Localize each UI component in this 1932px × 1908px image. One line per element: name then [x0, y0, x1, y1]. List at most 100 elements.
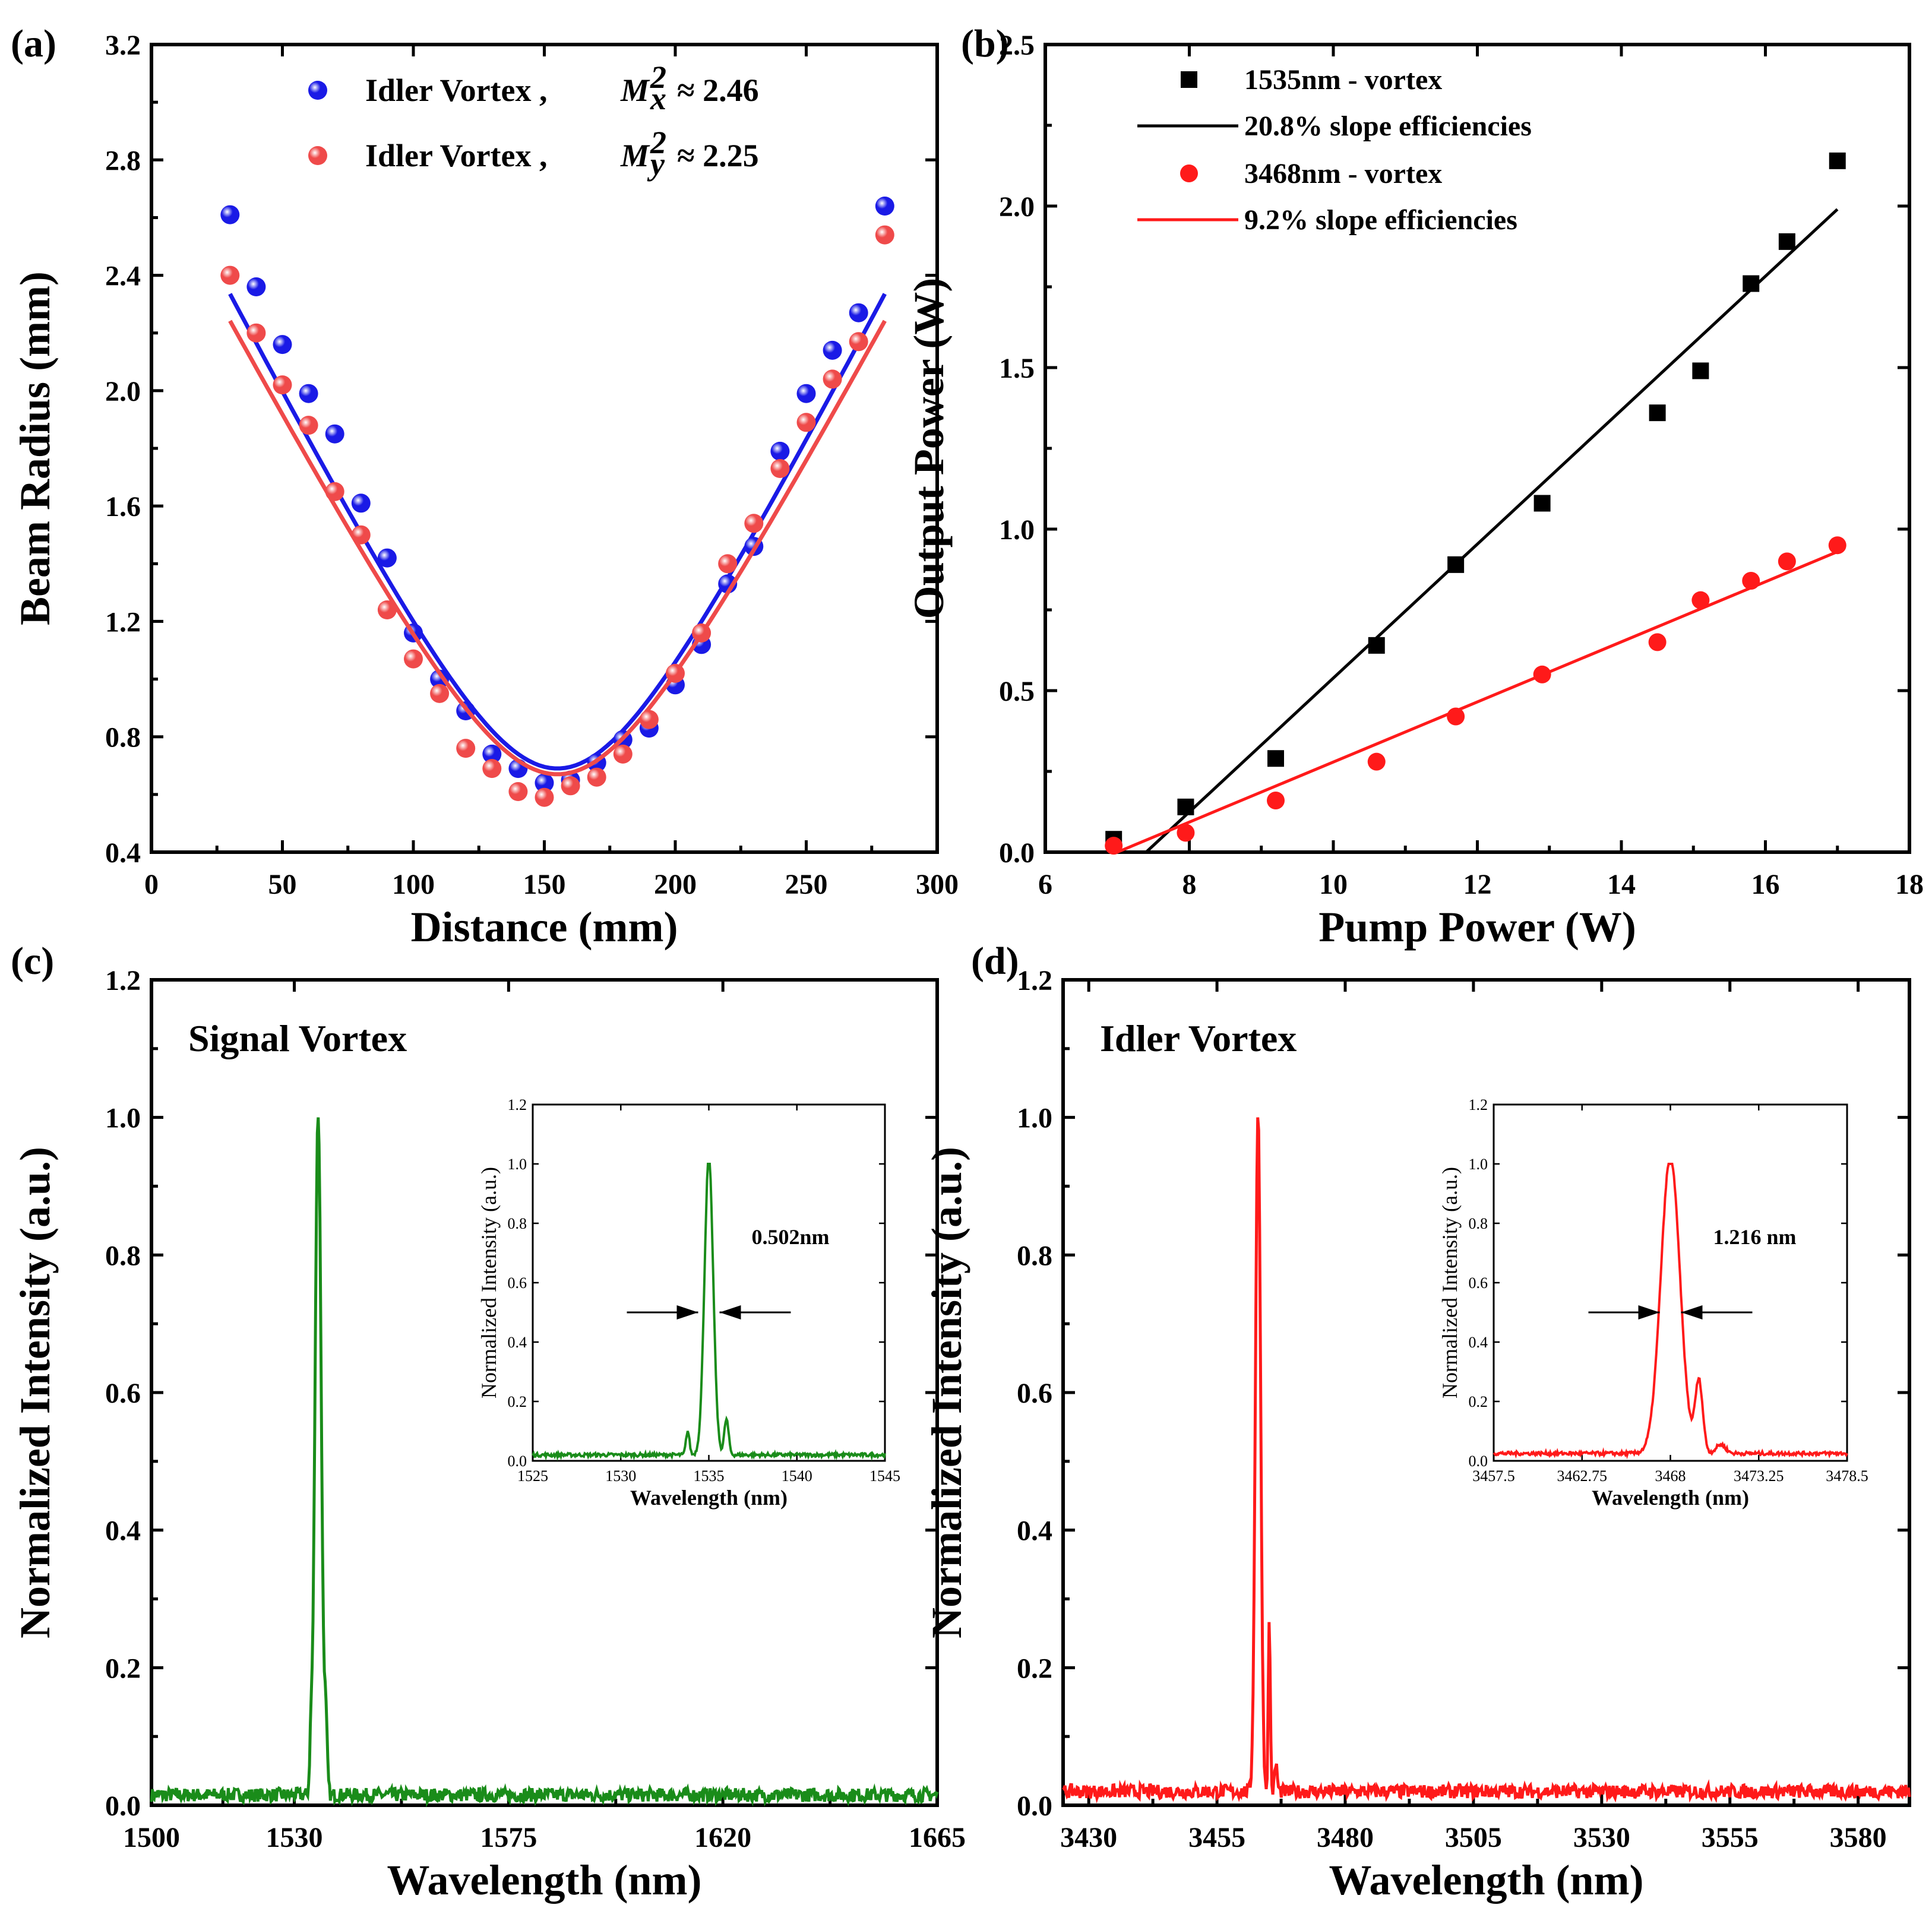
y-tick-label: 2.0 [999, 191, 1035, 223]
x-axis-label: Wavelength (nm) [630, 1486, 788, 1510]
x-tick-label: 3478.5 [1826, 1467, 1868, 1485]
data-point [587, 767, 606, 787]
y-tick-label: 0.4 [105, 837, 141, 869]
panel-c: (c) 1500 1530 1575 1620 1665 0.0 0.2 0.4 0.6 0.8 1.… [11, 939, 966, 1904]
y-tick-label: 1.2 [1017, 965, 1052, 996]
data-point [770, 459, 790, 478]
inset-frame [1493, 1103, 1848, 1462]
data-point [404, 649, 423, 669]
x-tick-label: 100 [392, 869, 435, 900]
data-point [299, 384, 318, 403]
x-tick-label: 10 [1319, 869, 1348, 900]
y-tick-label: 0.8 [1017, 1240, 1052, 1271]
x-tick-label: 16 [1751, 869, 1780, 900]
panel-annotation: Signal Vortex [188, 1017, 407, 1059]
legend-label: 1535nm - vortex [1244, 64, 1442, 96]
y-tick-label: 0.0 [999, 837, 1035, 869]
y-tick-label: 2.4 [105, 261, 141, 292]
x-tick-label: 1535 [694, 1467, 725, 1485]
y-tick-label: 0.0 [508, 1453, 527, 1470]
y-tick-label: 1.2 [105, 965, 141, 996]
x-tick-label: 1530 [266, 1822, 323, 1853]
x-tick-label: 3457.5 [1472, 1467, 1515, 1485]
panel-label: (c) [11, 939, 54, 983]
y-tick-label: 1.2 [1469, 1096, 1488, 1113]
panel-annotation: Idler Vortex [1100, 1017, 1297, 1059]
x-tick-label: 14 [1607, 869, 1636, 900]
data-point [535, 787, 554, 807]
legend-label: Idler Vortex , [365, 72, 548, 108]
inset-frame [532, 1103, 886, 1462]
data-point [246, 323, 266, 343]
y-tick-label: 0.8 [508, 1215, 527, 1232]
fit-curve [228, 319, 887, 777]
fwhm-arrowhead-left [676, 1305, 698, 1320]
fwhm-label: 0.502nm [752, 1225, 830, 1249]
fit-line [1117, 550, 1838, 854]
data-point [1533, 495, 1551, 512]
data-point [430, 669, 450, 689]
legend-marker [308, 81, 327, 100]
y-tick-label: 0.0 [1469, 1453, 1488, 1470]
x-tick-label: 8 [1182, 869, 1197, 900]
data-point [535, 773, 554, 793]
data-point [796, 413, 816, 432]
legend-m-sup: 2 [650, 125, 666, 160]
fwhm-arrowhead-left [1638, 1305, 1660, 1320]
y-tick-label: 1.2 [105, 606, 141, 638]
data-point [770, 441, 790, 461]
y-axis-label: Normalized Intensity (a.u.) [1438, 1167, 1462, 1398]
panel-label: (b) [961, 22, 1009, 65]
inset-c: 1525 1530 1535 1540 1545 0.0 0.2 0.4 0.6 0.8 1.0 1.… [477, 1096, 900, 1510]
fwhm-arrowhead-right [719, 1305, 741, 1320]
legend-m-sub: y [647, 146, 665, 182]
x-tick-label: 1500 [123, 1822, 180, 1853]
y-tick-label: 0.0 [1017, 1790, 1052, 1822]
x-tick-label: 3530 [1573, 1822, 1630, 1853]
data-point [639, 710, 659, 729]
legend-m-value: ≈ 2.25 [677, 138, 759, 173]
x-tick-label: 1540 [782, 1467, 812, 1485]
y-tick-label: 1.0 [999, 514, 1035, 546]
y-tick-label: 0.4 [1469, 1334, 1488, 1351]
y-axis-label: Normalized Intensity (a.u.) [923, 1147, 970, 1638]
panel-b: (b) 6 8 10 12 14 16 18 0.0 0.5 1.0 1.5 2.0 2.5 Pump Po… [905, 22, 1924, 951]
x-tick-label: 250 [785, 869, 828, 900]
y-tick-label: 0.2 [508, 1393, 527, 1410]
x-tick-label: 3580 [1830, 1822, 1887, 1853]
inset-spectrum-line [532, 1163, 886, 1461]
x-tick-label: 1665 [909, 1822, 966, 1853]
legend-m-sup: 2 [650, 59, 666, 95]
y-tick-label: 0.8 [1469, 1215, 1488, 1232]
y-axis-label: Beam Radius (mm) [11, 271, 59, 625]
y-tick-label: 1.0 [1469, 1156, 1488, 1173]
data-point [351, 525, 371, 545]
data-point [377, 600, 397, 619]
x-tick-label: 1530 [605, 1467, 636, 1485]
y-tick-label: 0.2 [1017, 1653, 1052, 1684]
y-tick-label: 2.0 [105, 376, 141, 407]
data-point [1648, 633, 1667, 651]
y-tick-label: 3.2 [105, 30, 141, 61]
spectrum-line [150, 1117, 939, 1808]
y-tick-label: 1.5 [999, 353, 1035, 384]
y-tick-label: 0.2 [105, 1653, 141, 1684]
x-tick-label: 18 [1895, 869, 1924, 900]
y-tick-label: 1.0 [105, 1103, 141, 1134]
fwhm-arrowhead-right [1681, 1305, 1703, 1320]
data-point [456, 739, 476, 758]
panel-label: (d) [971, 939, 1019, 983]
y-tick-label: 0.8 [105, 722, 141, 754]
y-tick-label: 2.5 [999, 30, 1035, 61]
data-point [325, 424, 344, 444]
fit-line [1145, 208, 1839, 853]
x-tick-label: 0 [144, 869, 159, 900]
y-tick-label: 1.2 [508, 1096, 527, 1113]
data-point [718, 554, 738, 574]
x-tick-label: 1525 [517, 1467, 548, 1485]
legend-m-symbol: M [620, 138, 650, 173]
data-point [1691, 591, 1710, 609]
data-point [1778, 233, 1795, 250]
data-point [613, 744, 633, 764]
x-tick-label: 3468 [1655, 1467, 1686, 1485]
